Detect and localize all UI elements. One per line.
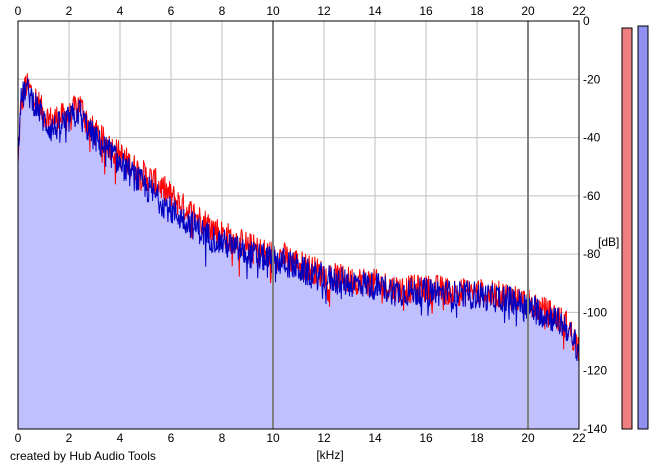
x-tick-label-bottom: 8	[219, 431, 226, 445]
x-tick-label-top: 18	[470, 4, 484, 18]
y-tick-label: -80	[583, 247, 601, 261]
x-tick-label-top: 16	[419, 4, 433, 18]
x-tick-label-bottom: 10	[266, 431, 280, 445]
x-tick-label-top: 14	[368, 4, 382, 18]
footer-credit: created by Hub Audio Tools	[10, 449, 156, 463]
level-meter-bar	[621, 27, 633, 430]
spectrum-lines	[17, 73, 580, 361]
y-tick-label: -120	[583, 364, 607, 378]
x-tick-label-bottom: 6	[168, 431, 175, 445]
x-tick-label-top: 8	[219, 4, 226, 18]
y-tick-label: -100	[583, 305, 607, 319]
x-tick-label-top: 12	[317, 4, 331, 18]
y-tick-label: -140	[583, 422, 607, 436]
x-ticks-bottom: 0 2 4 6 8 10 12 14 16 18 20 22	[15, 431, 586, 445]
y-axis-label: [dB]	[598, 235, 619, 249]
y-tick-label: -40	[583, 131, 601, 145]
x-tick-label-bottom: 16	[419, 431, 433, 445]
x-tick-label-bottom: 2	[66, 431, 73, 445]
x-tick-label-bottom: 22	[572, 431, 586, 445]
x-tick-label-bottom: 20	[521, 431, 535, 445]
plot-frame	[17, 20, 580, 430]
x-tick-label-bottom: 0	[15, 431, 22, 445]
x-tick-label-top: 0	[15, 4, 22, 18]
level-meter-bar	[637, 25, 649, 430]
y-tick-label: 0	[583, 14, 590, 28]
level-meters	[621, 25, 649, 430]
y-ticks: 0 -20 -40 -60 -80 -100 -120 -140	[583, 14, 607, 436]
x-tick-label-top: 4	[117, 4, 124, 18]
x-tick-label-bottom: 18	[470, 431, 484, 445]
grid-overlay	[272, 21, 529, 429]
x-tick-label-top: 22	[572, 4, 586, 18]
y-tick-label: -20	[583, 72, 601, 86]
series-line-1	[17, 77, 580, 361]
x-axis-label: [kHz]	[316, 448, 343, 462]
spectrum-fill	[18, 75, 579, 429]
x-tick-label-top: 6	[168, 4, 175, 18]
x-tick-label-top: 10	[266, 4, 280, 18]
x-tick-label-bottom: 12	[317, 431, 331, 445]
x-tick-label-top: 20	[521, 4, 535, 18]
x-tick-label-bottom: 14	[368, 431, 382, 445]
x-tick-label-top: 2	[66, 4, 73, 18]
x-ticks-top: 0 2 4 6 8 10 12 14 16 18 20 22	[15, 4, 586, 18]
x-tick-label-bottom: 4	[117, 431, 124, 445]
y-tick-label: -60	[583, 189, 601, 203]
